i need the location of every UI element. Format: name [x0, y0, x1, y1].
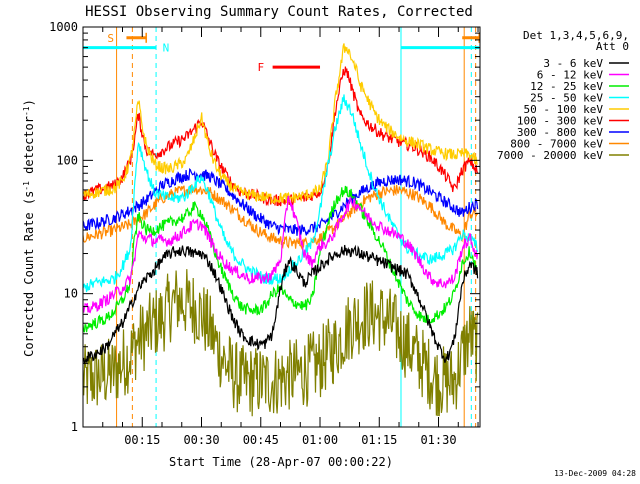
x-tick-label: 01:15: [361, 433, 397, 447]
y-axis-ticks: 1 10 100 1000: [49, 20, 480, 434]
x-tick-label: 01:30: [420, 433, 456, 447]
legend-entry-label: 7000 - 20000 keV: [497, 149, 603, 162]
legend-entry-label: 100 - 300 keV: [517, 115, 603, 128]
y-axis-label-part: -1: [22, 181, 31, 191]
legend-entry-label: 800 - 7000 keV: [510, 138, 603, 151]
y-axis-label-part: -1: [22, 106, 31, 116]
legend-entry-label: 6 - 12 keV: [537, 69, 604, 82]
y-axis-label-part: ): [22, 99, 36, 106]
legend-entry-label: 50 - 100 keV: [524, 103, 604, 116]
plot-frame: [82, 26, 481, 428]
y-tick-label: 100: [56, 153, 78, 167]
x-axis-ticks: 00:15 00:30 00:45 01:00 01:15 01:30: [102, 27, 479, 447]
legend-entry-label: 3 - 6 keV: [543, 57, 603, 70]
series-line-7: [83, 184, 479, 251]
y-axis-label-part: detector: [22, 116, 36, 181]
plot-clipped-area: [83, 27, 479, 427]
x-tick-label: 00:30: [183, 433, 219, 447]
flag-label-4: F: [257, 61, 264, 74]
series-line-8: [83, 269, 479, 417]
legend-entry-label: 25 - 50 keV: [530, 92, 603, 105]
legend-entry-label: 300 - 800 keV: [517, 126, 603, 139]
y-tick-label: 1: [71, 420, 78, 434]
legend-header-line: Att 0: [596, 40, 629, 53]
series-line-0: [83, 244, 479, 365]
x-tick-label: 01:00: [302, 433, 338, 447]
series-line-1: [83, 195, 479, 314]
flag-label-2: N: [163, 42, 170, 55]
y-tick-label: 1000: [49, 20, 78, 34]
legend-header-line: Det 1,3,4,5,6,9,: [523, 29, 629, 42]
series-line-4: [83, 43, 478, 205]
y-axis-label-part: Corrected Count Rate (s: [22, 191, 36, 357]
plot-content: S N F: [83, 27, 480, 427]
footer-timestamp: 13-Dec-2009 04:28: [554, 469, 636, 478]
flag-label-0: S: [107, 32, 114, 45]
y-axis-label: Corrected Count Rate (s-1 detector-1): [22, 99, 37, 357]
x-tick-label: 00:45: [243, 433, 279, 447]
x-tick-label: 00:15: [124, 433, 160, 447]
series-line-6: [83, 167, 479, 236]
chart-title: HESSI Observing Summary Count Rates, Cor…: [85, 4, 473, 20]
y-tick-label: 10: [64, 287, 78, 301]
x-axis-label: Start Time (28-Apr-07 00:00:22): [169, 455, 393, 469]
legend-entry-label: 12 - 25 keV: [530, 80, 603, 93]
